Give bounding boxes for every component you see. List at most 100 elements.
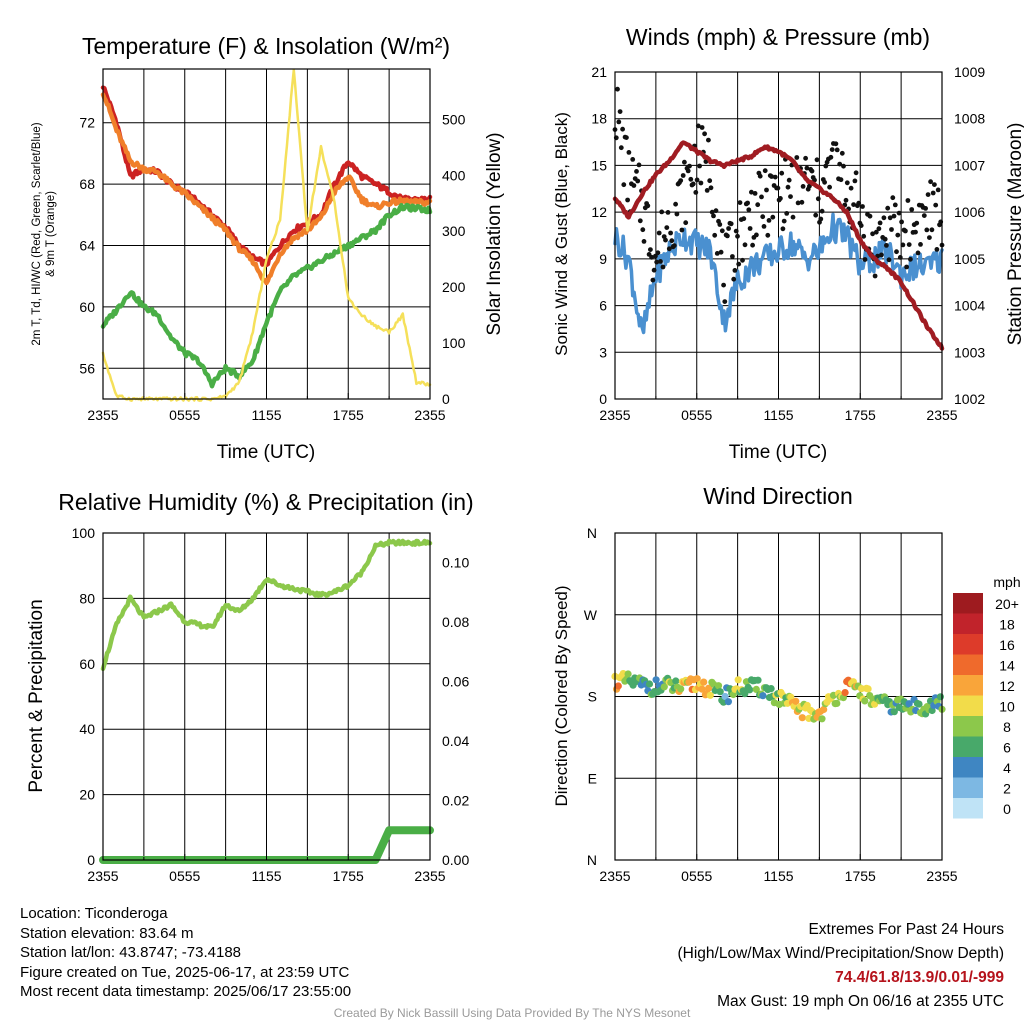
- x-tick-label: 1155: [251, 407, 281, 423]
- gust-point: [809, 168, 815, 174]
- extremes-box: Extremes For Past 24 Hours (High/Low/Max…: [678, 918, 1005, 1014]
- x-tick-label: 1755: [333, 407, 364, 423]
- y-tick-label: 56: [79, 360, 95, 376]
- gust-point: [935, 187, 941, 193]
- gust-point: [728, 221, 734, 227]
- y-tick-label: 0: [599, 391, 607, 407]
- gust-point: [615, 86, 620, 92]
- legend-label: 8: [1003, 719, 1011, 735]
- data-timestamp: Most recent data timestamp: 2025/06/17 2…: [20, 983, 352, 1000]
- gust-point: [711, 213, 716, 219]
- gust-point: [616, 119, 622, 125]
- gust-point: [617, 109, 623, 114]
- gust-point: [867, 213, 873, 219]
- gust-point: [775, 185, 781, 191]
- gust-point: [664, 225, 670, 231]
- gust-point: [641, 239, 647, 244]
- station-info: Location: Ticonderoga Station elevation:…: [20, 904, 351, 1002]
- gust-point: [765, 232, 771, 238]
- gust-point: [877, 220, 883, 226]
- gust-point: [726, 226, 731, 231]
- gust-point: [786, 177, 792, 183]
- gust-point: [841, 163, 846, 169]
- gust-point: [656, 230, 662, 236]
- gust-point: [685, 168, 691, 174]
- y-tick-label: 0.04: [442, 733, 469, 749]
- 9m-t-line: [100, 92, 433, 286]
- y-tick-label: 1008: [954, 111, 985, 127]
- gust-point: [671, 243, 677, 249]
- direction-point: [624, 670, 632, 678]
- legend-swatch: [953, 593, 983, 614]
- gust-point: [682, 159, 687, 165]
- x-tick-label: 1155: [763, 407, 793, 423]
- x-tick-label: 2355: [87, 407, 118, 423]
- gust-point: [731, 276, 737, 282]
- gust-point: [694, 177, 700, 183]
- gust-point: [769, 174, 774, 179]
- temperature-ylabel-line1: 2m T, Td, HI/WC (Red, Green, Scarlet/Blu…: [31, 122, 43, 345]
- gust-point: [697, 163, 702, 169]
- extremes-values: 74.4/61.8/13.9/0.01/-999: [835, 969, 1004, 986]
- legend-label: 0: [1003, 801, 1011, 817]
- gust-point: [706, 137, 711, 143]
- y-tick-label: 60: [79, 299, 95, 315]
- winds-panel: Winds (mph) & Pressure (mb) 2355 0555 1155…: [552, 24, 1024, 463]
- gust-point: [892, 202, 898, 208]
- gust-point: [679, 227, 685, 233]
- temperature-ylabel-line2: & 9m T (Orange): [45, 191, 57, 277]
- humidity-ylabel: Percent & Precipitation: [26, 599, 47, 792]
- speed-legend-title: mph: [993, 574, 1020, 590]
- gust-point: [712, 232, 718, 238]
- x-tick-label: 0555: [681, 407, 712, 423]
- direction-point: [652, 676, 660, 684]
- plot-frame: [102, 68, 431, 400]
- y-tick-label: N: [587, 525, 597, 541]
- legend-label: 10: [999, 699, 1015, 715]
- legend-swatch: [953, 757, 983, 778]
- gust-point: [757, 173, 763, 179]
- direction-point: [693, 675, 701, 683]
- legend-swatch: [953, 798, 983, 819]
- gust-point: [837, 161, 843, 167]
- gust-point: [655, 250, 661, 256]
- gust-point: [906, 242, 912, 248]
- direction-point: [614, 682, 622, 690]
- gust-point: [732, 268, 738, 273]
- gust-point: [625, 197, 630, 203]
- gust-point: [924, 227, 930, 233]
- direction-point: [716, 688, 724, 696]
- gust-point: [794, 155, 800, 160]
- gust-point: [813, 212, 819, 218]
- gust-point: [860, 204, 865, 209]
- gust-point: [822, 179, 827, 185]
- legend-swatch: [953, 736, 983, 757]
- gust-point: [717, 222, 723, 227]
- gust-point: [885, 205, 891, 211]
- direction-point: [746, 686, 754, 694]
- gust-point: [858, 223, 864, 229]
- x-tick-label: 2355: [926, 868, 957, 884]
- x-tick-label: 2355: [87, 868, 118, 884]
- gust-point: [928, 179, 933, 185]
- direction-point: [841, 689, 849, 697]
- gust-point: [708, 185, 714, 191]
- gust-point: [626, 150, 632, 155]
- gust-point: [755, 202, 761, 208]
- legend-label: 2: [1003, 781, 1011, 797]
- gust-point: [839, 150, 845, 156]
- y-tick-label: 0.08: [442, 614, 469, 630]
- y-tick-label: 100: [72, 525, 96, 541]
- gust-point: [890, 195, 896, 201]
- gust-point: [620, 126, 625, 132]
- gust-point: [702, 131, 707, 137]
- gust-point: [651, 267, 657, 273]
- direction-point: [936, 693, 945, 701]
- gust-point: [746, 207, 752, 213]
- gust-point: [634, 169, 639, 174]
- gust-point: [804, 165, 810, 171]
- direction-point: [752, 685, 760, 694]
- y-tick-label: 0.02: [442, 793, 469, 809]
- gust-point: [881, 215, 887, 221]
- winds-xlabel: Time (UTC): [729, 442, 828, 463]
